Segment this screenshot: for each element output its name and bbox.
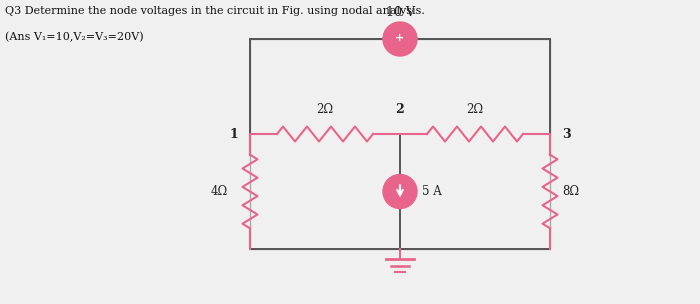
Text: (Ans V₁=10,V₂=V₃=20V): (Ans V₁=10,V₂=V₃=20V) <box>5 32 144 42</box>
Text: Q3 Determine the node voltages in the circuit in Fig. using nodal analysis.: Q3 Determine the node voltages in the ci… <box>5 6 425 16</box>
Text: 4Ω: 4Ω <box>211 185 228 198</box>
Text: 2: 2 <box>395 103 405 116</box>
Text: 10 V: 10 V <box>386 6 414 19</box>
Text: 8Ω: 8Ω <box>562 185 579 198</box>
Circle shape <box>383 22 417 56</box>
Text: 1: 1 <box>230 127 238 140</box>
Text: 5 A: 5 A <box>422 185 442 198</box>
Text: 2Ω: 2Ω <box>316 103 334 116</box>
Text: 3: 3 <box>562 127 570 140</box>
Circle shape <box>383 174 417 209</box>
Text: 2Ω: 2Ω <box>466 103 484 116</box>
Text: +: + <box>395 33 405 43</box>
